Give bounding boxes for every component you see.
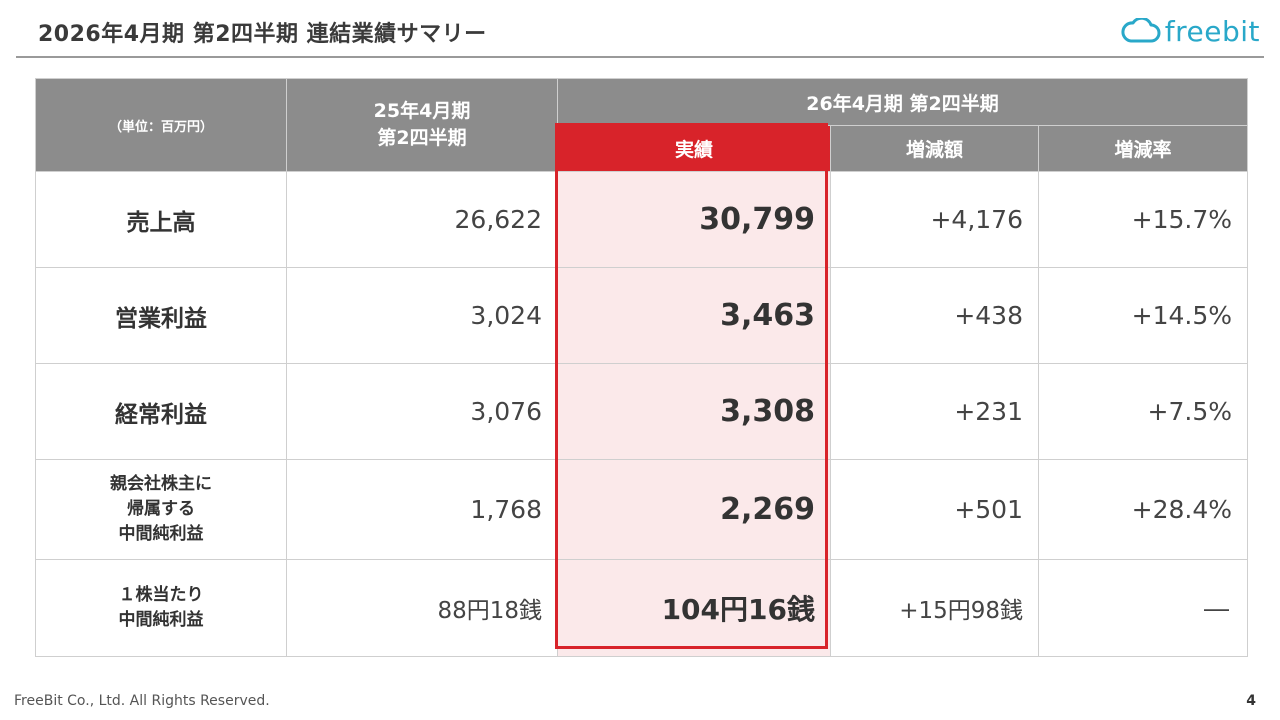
prev-value: 88円18銭: [287, 560, 557, 656]
change-amount-header: 増減額: [831, 126, 1038, 171]
prev-value: 26,622: [287, 172, 557, 267]
actual-value: 104円16銭: [558, 560, 830, 656]
actual-value: 2,269: [558, 460, 830, 559]
change-amount: +501: [831, 460, 1038, 559]
title-divider: [16, 56, 1264, 58]
change-rate: ―: [1039, 560, 1247, 656]
unit-label: （単位：百万円）: [36, 79, 286, 171]
page-number: 4: [1246, 693, 1256, 709]
change-rate: +28.4%: [1039, 460, 1247, 559]
cloud-logo-icon: [1121, 18, 1161, 43]
row-label: １株当たり 中間純利益: [36, 560, 286, 656]
change-amount: +15円98銭: [831, 560, 1038, 656]
freebit-logo: freebit: [1121, 14, 1260, 48]
actual-value: 3,308: [558, 364, 830, 459]
change-rate: +7.5%: [1039, 364, 1247, 459]
actual-value: 30,799: [558, 172, 830, 267]
prev-period-header: 25年4月期 第2四半期: [287, 79, 557, 171]
actual-value: 3,463: [558, 268, 830, 363]
change-rate-header: 増減率: [1039, 126, 1247, 171]
current-period-header: 26年4月期 第2四半期: [558, 79, 1247, 125]
change-rate: +14.5%: [1039, 268, 1247, 363]
change-rate: +15.7%: [1039, 172, 1247, 267]
row-label: 売上高: [36, 172, 286, 267]
results-table: （単位：百万円） 25年4月期 第2四半期 26年4月期 第2四半期 実績 増減…: [35, 78, 1248, 657]
prev-value: 3,076: [287, 364, 557, 459]
change-amount: +438: [831, 268, 1038, 363]
copyright-footer: FreeBit Co., Ltd. All Rights Reserved.: [14, 693, 270, 709]
change-amount: +231: [831, 364, 1038, 459]
actual-header: 実績: [558, 126, 830, 171]
row-label: 親会社株主に 帰属する 中間純利益: [36, 460, 286, 559]
logo-text: freebit: [1164, 14, 1260, 48]
slide-title: 2026年4月期 第2四半期 連結業績サマリー: [38, 22, 487, 47]
change-amount: +4,176: [831, 172, 1038, 267]
row-label: 経常利益: [36, 364, 286, 459]
prev-value: 3,024: [287, 268, 557, 363]
prev-value: 1,768: [287, 460, 557, 559]
row-label: 営業利益: [36, 268, 286, 363]
